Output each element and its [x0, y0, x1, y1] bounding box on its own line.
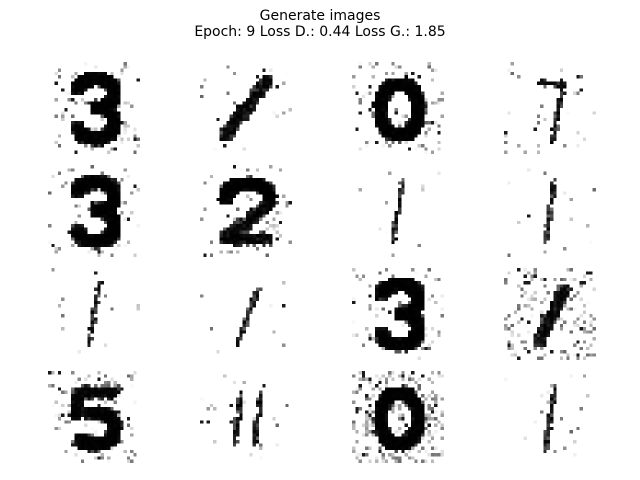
generated-image [200, 371, 292, 463]
digit-image-canvas [48, 62, 140, 154]
digit-image-canvas [504, 165, 596, 257]
digit-image-canvas [352, 268, 444, 360]
figure-title-line-2: Epoch: 9 Loss D.: 0.44 Loss G.: 1.85 [194, 24, 446, 40]
generated-image [352, 62, 444, 154]
generated-image [504, 62, 596, 154]
digit-image-canvas [504, 268, 596, 360]
generated-image [48, 62, 140, 154]
figure-title-line-1: Generate images [259, 8, 381, 24]
generated-image [504, 371, 596, 463]
digit-image-canvas [200, 165, 292, 257]
generated-image [48, 371, 140, 463]
generated-image [48, 268, 140, 360]
generated-image [48, 165, 140, 257]
generated-image [352, 268, 444, 360]
digit-image-canvas [504, 62, 596, 154]
generated-image [352, 371, 444, 463]
generated-image [504, 165, 596, 257]
digit-image-canvas [200, 371, 292, 463]
digit-image-canvas [48, 371, 140, 463]
digit-image-canvas [352, 62, 444, 154]
generated-image [200, 62, 292, 154]
digit-image-canvas [200, 62, 292, 154]
generated-image [200, 268, 292, 360]
generated-image [352, 165, 444, 257]
digit-image-canvas [48, 165, 140, 257]
digit-image-canvas [352, 165, 444, 257]
generated-image [504, 268, 596, 360]
generated-image [200, 165, 292, 257]
digit-image-canvas [48, 268, 140, 360]
digit-image-canvas [352, 371, 444, 463]
digit-image-canvas [504, 371, 596, 463]
digit-image-canvas [200, 268, 292, 360]
